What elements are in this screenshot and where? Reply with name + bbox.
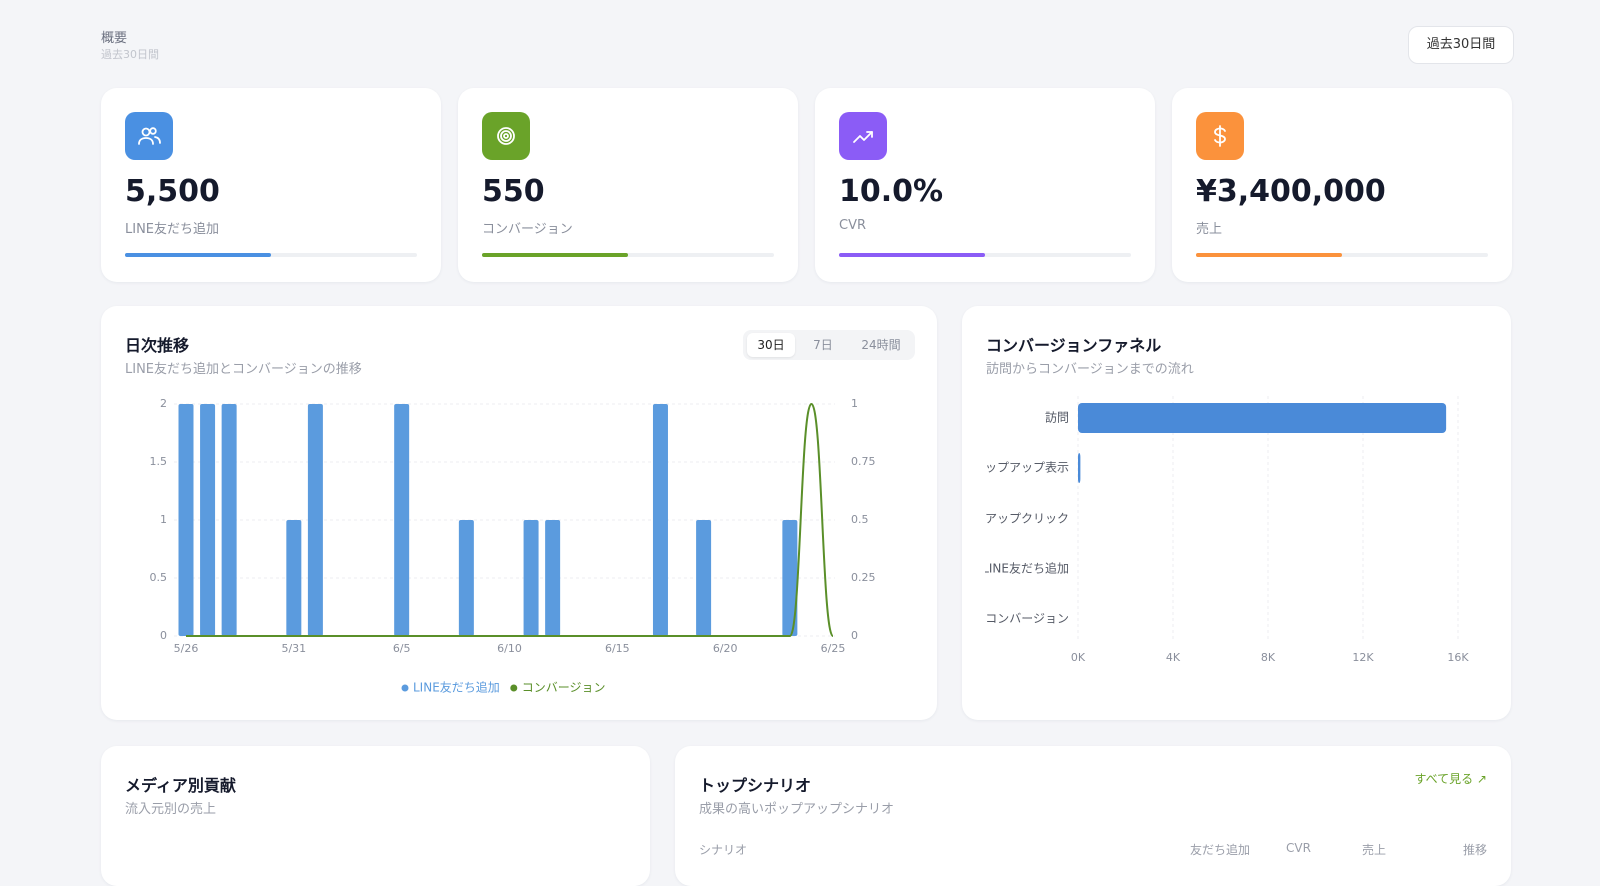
progress-bar xyxy=(1196,253,1342,257)
column-header: 推移 xyxy=(1462,843,1487,857)
kpi-card: ¥3,400,000 売上 xyxy=(1172,88,1512,282)
progress-bar xyxy=(839,253,985,257)
daily-card: 日次推移 LINE友だち追加とコンバージョンの推移 30日 7日 24時間 xyxy=(101,306,937,720)
icon-glyph xyxy=(497,127,515,145)
column-header: 売上 xyxy=(1362,843,1387,857)
card-subtitle: 流入元別の売上 xyxy=(125,802,217,817)
scenario-card: トップシナリオ 成果の高いポップアップシナリオ すべて見る ↗ シナリオ 友だち… xyxy=(675,746,1511,886)
card-title: メディア別貢献 xyxy=(125,776,236,795)
card-title: 日次推移 xyxy=(125,336,190,355)
page-title: 概要 xyxy=(101,31,128,46)
kpi-card: 5,500 LINE友だち追加 xyxy=(101,88,441,282)
icon-glyph xyxy=(138,127,161,145)
media-card: メディア別貢献 流入元別の売上 xyxy=(101,746,650,886)
range-tab[interactable]: 7日 xyxy=(813,338,833,352)
card-title: トップシナリオ xyxy=(699,776,812,795)
card-title: コンバージョンファネル xyxy=(986,336,1162,355)
kpi-label: CVR xyxy=(839,218,867,233)
icon-glyph xyxy=(1214,125,1226,147)
page: 概要 過去30日間 過去30日間 5,500 LINE友だち追加 550 コンバージョ… xyxy=(101,26,1514,886)
range-tab[interactable]: 30日 xyxy=(747,333,795,357)
range-button[interactable]: 過去30日間 xyxy=(1408,26,1514,64)
kpi-icon xyxy=(1196,112,1244,160)
range-tab[interactable]: 24時間 xyxy=(861,338,901,352)
progress-track xyxy=(125,253,417,257)
range-tabs: 30日 7日 24時間 xyxy=(743,330,915,360)
kpi-card: 10.0% CVR xyxy=(815,88,1155,282)
kpi-card: 550 コンバージョン xyxy=(458,88,798,282)
kpi-value: 5,500 xyxy=(125,174,220,209)
kpi-icon xyxy=(839,112,887,160)
card-subtitle: 訪問からコンバージョンまでの流れ xyxy=(986,362,1194,377)
card-subtitle: 成果の高いポップアップシナリオ xyxy=(699,802,895,817)
kpi-label: LINE友だち追加 xyxy=(125,222,220,237)
kpi-value: 10.0% xyxy=(839,174,944,209)
kpi-icon xyxy=(482,112,530,160)
column-header: シナリオ xyxy=(699,843,748,857)
kpi-value: ¥3,400,000 xyxy=(1196,174,1386,209)
kpi-label: 売上 xyxy=(1196,222,1223,237)
icon-glyph xyxy=(853,131,873,143)
funnel-card: コンバージョンファネル 訪問からコンバージョンまでの流れ xyxy=(962,306,1511,720)
see-all-link[interactable]: すべて見る ↗ xyxy=(1414,772,1487,786)
progress-track xyxy=(482,253,774,257)
column-header: CVR xyxy=(1286,841,1311,855)
kpi-icon xyxy=(125,112,173,160)
card-subtitle: LINE友だち追加とコンバージョンの推移 xyxy=(125,362,362,377)
progress-track xyxy=(839,253,1131,257)
progress-track xyxy=(1196,253,1488,257)
progress-bar xyxy=(482,253,628,257)
progress-bar xyxy=(125,253,271,257)
kpi-label: コンバージョン xyxy=(482,222,573,237)
header: 概要 過去30日間 xyxy=(101,27,159,62)
kpi-value: 550 xyxy=(482,174,545,209)
column-header: 友だち追加 xyxy=(1190,843,1251,857)
page-subtitle: 過去30日間 xyxy=(101,48,159,61)
